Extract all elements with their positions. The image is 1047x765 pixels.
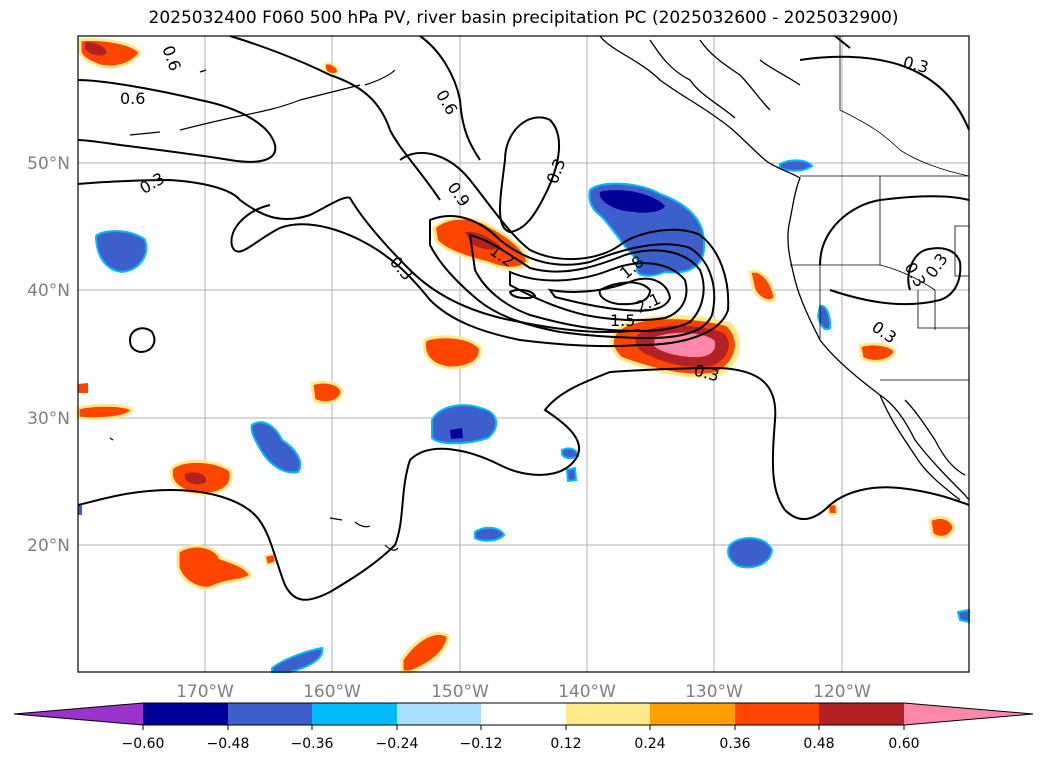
precip-blob-sw [431,404,498,445]
map-title: 2025032400 F060 500 hPa PV, river basin … [148,8,899,28]
precip-blob-f [748,269,777,303]
lat-label: 30°N [27,409,70,429]
colorbar-segment [228,703,312,725]
contour-label: 1.5 [610,311,635,330]
precip-blob-w [94,230,148,274]
precip-blob-i [400,632,450,674]
precip-blob-e [76,403,134,421]
precip-blob-a [422,335,482,370]
colorbar-tick: −0.36 [291,736,334,752]
colorbar-tick: 0.48 [803,736,834,752]
coastlines [599,35,970,501]
longitude-labels: 170°W 160°W 150°W 140°W 130°W 120°W [176,682,871,702]
lon-label: 130°W [685,682,743,702]
lon-label: 170°W [176,682,234,702]
precip-blob-h [928,516,956,539]
lon-label: 120°W [813,682,871,702]
colorbar-extend-low [14,703,143,725]
colorbar-tick: 0.24 [634,736,665,752]
colorbar-tick: −0.48 [207,736,250,752]
colorbar-tick: −0.24 [376,736,419,752]
colorbar-tick: 0.60 [888,736,919,752]
lon-label: 140°W [558,682,616,702]
colorbar-extend-high [904,703,1033,725]
colorbar-tick: −0.12 [460,736,503,752]
latitude-labels: 50°N 40°N 30°N 20°N [27,154,70,556]
map-plot: 0.6 0.6 0.6 0.3 0.3 0.9 0.3 1.2 1.8 2.1 … [76,35,970,674]
lon-label: 160°W [303,682,361,702]
contour-label: 0.6 [120,89,145,108]
colorbar-tick: 0.36 [719,736,750,752]
precip-blob-y [727,537,774,569]
colorbar-segment [735,703,819,725]
colorbar-segment [397,703,481,725]
colorbar-segment [312,703,397,725]
lat-label: 20°N [27,536,70,556]
islands [109,69,399,551]
precip-blob-b [310,380,344,405]
precip-blob-d [176,544,252,590]
colorbar-segment [566,703,650,725]
precip-blob-g [858,342,897,363]
lat-label: 40°N [27,281,70,301]
pv-contours [77,35,970,601]
colorbar: −0.60 −0.48 −0.36 −0.24 −0.12 0.12 0.24 … [13,702,1034,752]
colorbar-tick: −0.60 [122,736,165,752]
colorbar-segment [481,703,566,725]
colorbar-segment [650,703,735,725]
colorbar-segment [143,703,228,725]
precip-blob-x [250,421,302,474]
lat-label: 50°N [27,154,70,174]
colorbar-segment [819,703,904,725]
lon-label: 150°W [431,682,489,702]
colorbar-tick: 0.12 [550,736,581,752]
precip-positive-anomalies [76,38,956,674]
